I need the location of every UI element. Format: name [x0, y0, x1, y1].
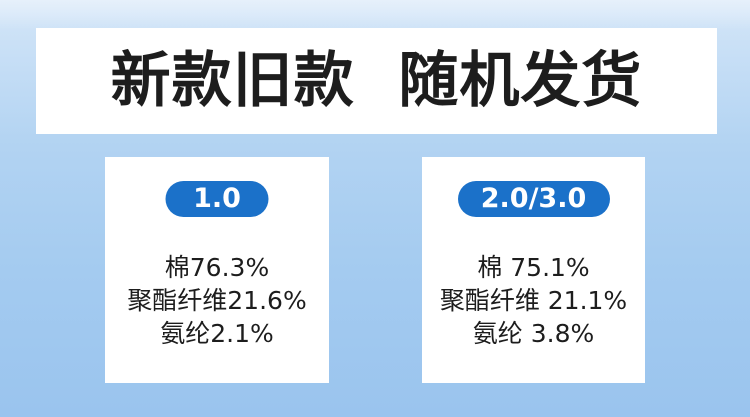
- composition-list: 棉76.3% 聚酯纤维21.6% 氨纶2.1%: [105, 251, 329, 350]
- version-badge: 1.0: [165, 181, 269, 217]
- composition-polyester: 聚酯纤维 21.1%: [439, 286, 628, 315]
- composition-spandex: 氨纶2.1%: [160, 319, 274, 348]
- card-version-1: 1.0 棉76.3% 聚酯纤维21.6% 氨纶2.1%: [105, 157, 329, 383]
- header-title: 新款旧款 随机发货: [110, 46, 643, 116]
- top-gradient-band: [0, 0, 750, 30]
- version-badge: 2.0/3.0: [457, 181, 610, 217]
- composition-spandex: 氨纶 3.8%: [472, 319, 595, 348]
- composition-cotton: 棉76.3%: [164, 253, 270, 282]
- composition-cotton: 棉 75.1%: [477, 253, 590, 282]
- card-version-2-3: 2.0/3.0 棉 75.1% 聚酯纤维 21.1% 氨纶 3.8%: [422, 157, 645, 383]
- composition-list: 棉 75.1% 聚酯纤维 21.1% 氨纶 3.8%: [422, 251, 645, 350]
- composition-polyester: 聚酯纤维21.6%: [127, 286, 307, 315]
- header-banner: 新款旧款 随机发货: [36, 28, 717, 134]
